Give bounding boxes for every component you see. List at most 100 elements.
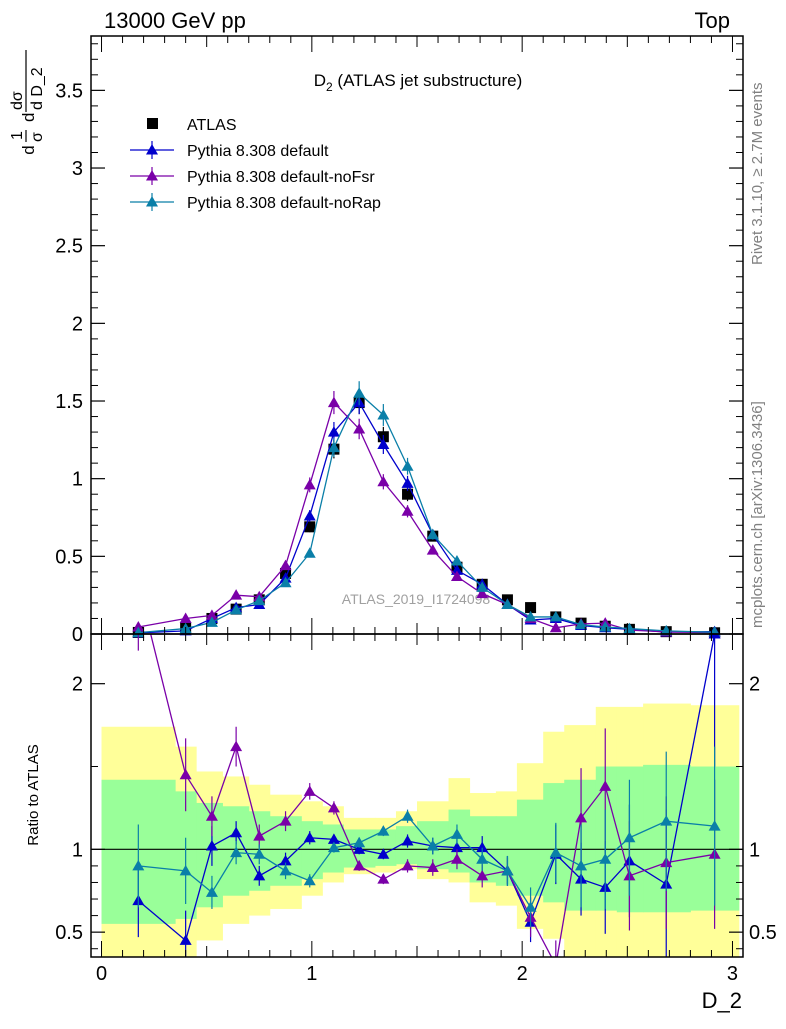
ratio-ytick-label-right: 1 (749, 839, 760, 861)
ylabel-den2: d D_2 (29, 67, 46, 110)
ratio-series-point (524, 901, 537, 912)
ylabel-num: 1 (9, 131, 26, 140)
xlabel: D_2 (702, 988, 742, 1013)
legend-label: ATLAS (187, 117, 237, 134)
ylabel-d2: d (19, 113, 38, 122)
main-series-point (205, 616, 218, 627)
xtick-label: 1 (306, 963, 317, 985)
main-series-point (575, 618, 588, 630)
main-series-line (138, 401, 715, 634)
ratio-series-point (377, 873, 390, 884)
main-series-point (230, 589, 243, 600)
main-ytick-label: 2.5 (55, 236, 83, 258)
main-ytick-label: 3 (72, 158, 83, 180)
ratio-series-point (279, 854, 292, 866)
main-series-point (303, 509, 316, 521)
ratio-band-inner (595, 766, 618, 911)
ratio-series-point (476, 841, 489, 853)
ratio-series-point (205, 810, 218, 821)
ratio-series-point (327, 833, 340, 844)
main-series-point (401, 460, 414, 471)
main-series-point (549, 621, 562, 633)
ylabel-num2: dσ (9, 91, 26, 110)
ratio-series-point (426, 861, 439, 873)
main-series-point (450, 554, 463, 566)
main-series-line (138, 401, 715, 634)
atlas-point (304, 521, 316, 533)
ratio-series-point (353, 843, 366, 854)
header-left: 13000 GeV pp (104, 8, 246, 33)
ratio-bands (101, 703, 740, 957)
ratio-series-point (401, 835, 414, 846)
main-series-point (179, 612, 192, 623)
main-series-point (377, 475, 390, 487)
atlas-point (402, 488, 414, 500)
ratio-series-point (401, 859, 414, 871)
ratio-band-inner (448, 809, 471, 873)
ratio-series-point (377, 848, 390, 859)
ratio-series-point (303, 874, 316, 886)
ratio-series-point (303, 831, 316, 843)
ratio-series-point (279, 815, 292, 826)
legend-marker-atlas (147, 118, 158, 129)
ratio-series-point (450, 828, 463, 839)
main-series-point (599, 621, 612, 632)
ratio-series-point (599, 853, 612, 864)
ratio-series-point (230, 740, 243, 752)
ratio-series-point (549, 846, 562, 858)
main-ytick-label: 0.5 (55, 546, 83, 568)
ratio-series-point (550, 959, 562, 970)
main-series-point (353, 387, 366, 398)
main-series-point (476, 581, 489, 592)
legend-label: Pythia 8.308 default-noFsr (187, 169, 375, 186)
ylabel-den: σ (29, 132, 46, 142)
main-series-point (450, 564, 463, 575)
ratio-series-point (476, 853, 489, 864)
atlas-point (525, 602, 537, 614)
main-ytick-label: 2 (72, 313, 83, 335)
main-ytick-label: 1 (72, 469, 83, 491)
main-series-point (303, 547, 316, 558)
main-series-point (253, 594, 266, 606)
ratio-ytick-label: 1 (72, 839, 83, 861)
title-sub: 2 (326, 80, 333, 94)
legend-marker (146, 196, 158, 207)
main-series-point (377, 438, 390, 450)
ratio-ytick-label: 0.5 (55, 922, 83, 944)
ratio-band-inner (564, 779, 597, 911)
ratio-series-point (179, 934, 192, 945)
rivet-label: Rivet 3.1.10, ≥ 2.7M events (749, 83, 766, 266)
ratio-series-point (327, 841, 340, 853)
ratio-series-point (476, 869, 489, 881)
ratio-series-point (179, 768, 192, 780)
mcplots-label: mcplots.cern.ch [arXiv:1306.3436] (749, 401, 766, 628)
legend-marker (146, 170, 158, 181)
main-series-point (450, 570, 463, 582)
ratio-ytick-label-right: 0.5 (749, 922, 777, 944)
ratio-ytick-label: 2 (72, 674, 83, 696)
ratio-series-point (230, 826, 243, 838)
main-series-point (623, 622, 636, 634)
legend-marker (146, 144, 158, 155)
ratio-series-point (426, 840, 439, 851)
main-series-point (501, 598, 514, 609)
ratio-band-inner (643, 764, 691, 913)
ratio-band-inner (516, 799, 544, 896)
ratio-series-point (660, 815, 673, 826)
main-series-point (426, 544, 439, 555)
legend-label: Pythia 8.308 default (187, 143, 329, 160)
ratio-series-point (230, 846, 243, 858)
ratio-ylabel: Ratio to ATLAS (25, 744, 42, 845)
main-series-point (524, 610, 537, 622)
title-rest: (ATLAS jet substructure) (333, 71, 523, 90)
ratio-band-inner (301, 821, 323, 880)
legend-label: Pythia 8.308 default-noRap (187, 195, 381, 212)
main-series-point (426, 528, 439, 540)
main-series-point (353, 422, 366, 434)
ratio-series-point (253, 848, 266, 859)
main-ytick-label: 3.5 (55, 80, 83, 102)
ratio-series-point (575, 859, 588, 871)
panel-frames: 0 0.5 1 1.5 2 2.5 3 3.5 0 1 2 3 0.5 0.5 1 1 2 2 (55, 35, 777, 985)
watermark: ATLAS_2019_I1724098 (342, 591, 491, 607)
